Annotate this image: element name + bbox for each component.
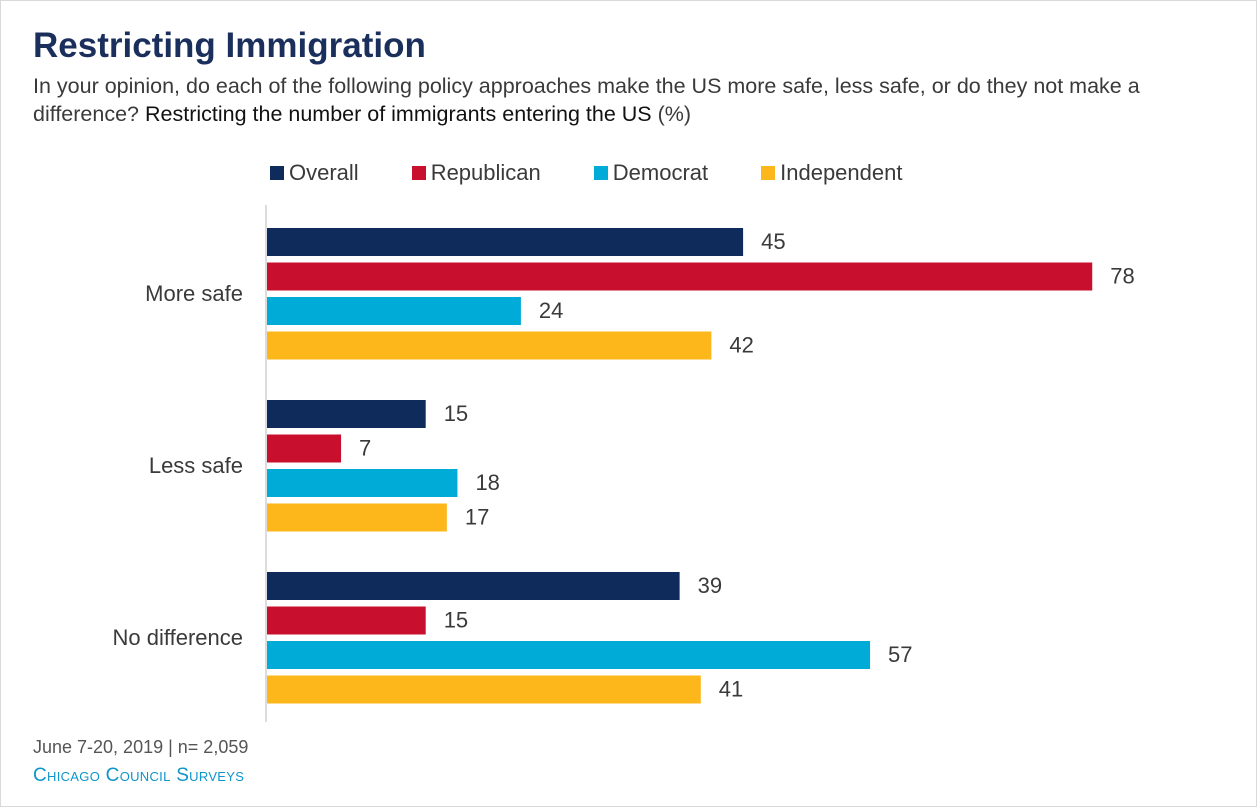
legend-label: Overall bbox=[289, 160, 359, 185]
data-label: 42 bbox=[729, 333, 753, 358]
bar-democrat-more-safe bbox=[267, 297, 521, 325]
bar-overall-no-difference bbox=[267, 572, 680, 600]
category-label-no-difference: No difference bbox=[113, 625, 243, 650]
legend-item-democrat: Democrat bbox=[593, 160, 709, 186]
item-text: Restricting the number of immigrants ent… bbox=[144, 102, 652, 126]
legend-item-independent: Independent bbox=[761, 160, 902, 186]
legend-swatch-overall bbox=[270, 166, 284, 180]
chart-title: Restricting Immigration bbox=[33, 26, 426, 65]
legend-swatch-democrat bbox=[593, 166, 608, 180]
bar-republican-less-safe bbox=[267, 434, 342, 463]
chart-subtitle: In your opinion, do each of the followin… bbox=[33, 72, 1228, 128]
legend: Overall Republican Democrat Independent bbox=[270, 160, 902, 186]
category-label-more-safe: More safe bbox=[145, 281, 243, 306]
bar-overall-more-safe bbox=[267, 228, 744, 256]
data-label: 15 bbox=[444, 608, 468, 633]
survey-date-sample: June 7-20, 2019 | n= 2,059 bbox=[33, 737, 249, 757]
bar-republican-no-difference bbox=[267, 606, 426, 635]
data-label: 39 bbox=[698, 573, 722, 598]
legend-label: Independent bbox=[780, 160, 903, 185]
data-label: 57 bbox=[888, 642, 912, 667]
question-text: In your opinion, do each of the followin… bbox=[33, 74, 1140, 126]
bar-overall-less-safe bbox=[267, 400, 426, 428]
bar-independent-less-safe bbox=[267, 503, 447, 532]
data-label: 41 bbox=[719, 677, 743, 702]
bar-independent-no-difference bbox=[267, 675, 701, 704]
data-label: 45 bbox=[761, 229, 785, 254]
data-label: 24 bbox=[539, 298, 563, 323]
legend-item-overall: Overall bbox=[270, 160, 359, 186]
category-label-less-safe: Less safe bbox=[149, 453, 243, 478]
bar-independent-more-safe bbox=[267, 331, 712, 360]
data-label: 17 bbox=[465, 505, 489, 530]
legend-label: Democrat bbox=[612, 160, 709, 185]
bar-democrat-less-safe bbox=[267, 469, 458, 497]
data-label: 78 bbox=[1110, 264, 1134, 289]
data-label: 7 bbox=[359, 436, 371, 461]
legend-item-republican: Republican bbox=[411, 160, 541, 186]
bar-democrat-no-difference bbox=[267, 641, 871, 669]
data-label: 18 bbox=[475, 470, 499, 495]
legend-swatch-independent bbox=[761, 166, 776, 180]
legend-swatch-republican bbox=[411, 166, 426, 180]
bar-republican-more-safe bbox=[267, 262, 1093, 291]
data-label: 15 bbox=[444, 401, 468, 426]
source-credit: Chicago Council Surveys bbox=[33, 765, 245, 786]
legend-label: Republican bbox=[430, 160, 541, 185]
unit-text: (%) bbox=[657, 102, 692, 126]
